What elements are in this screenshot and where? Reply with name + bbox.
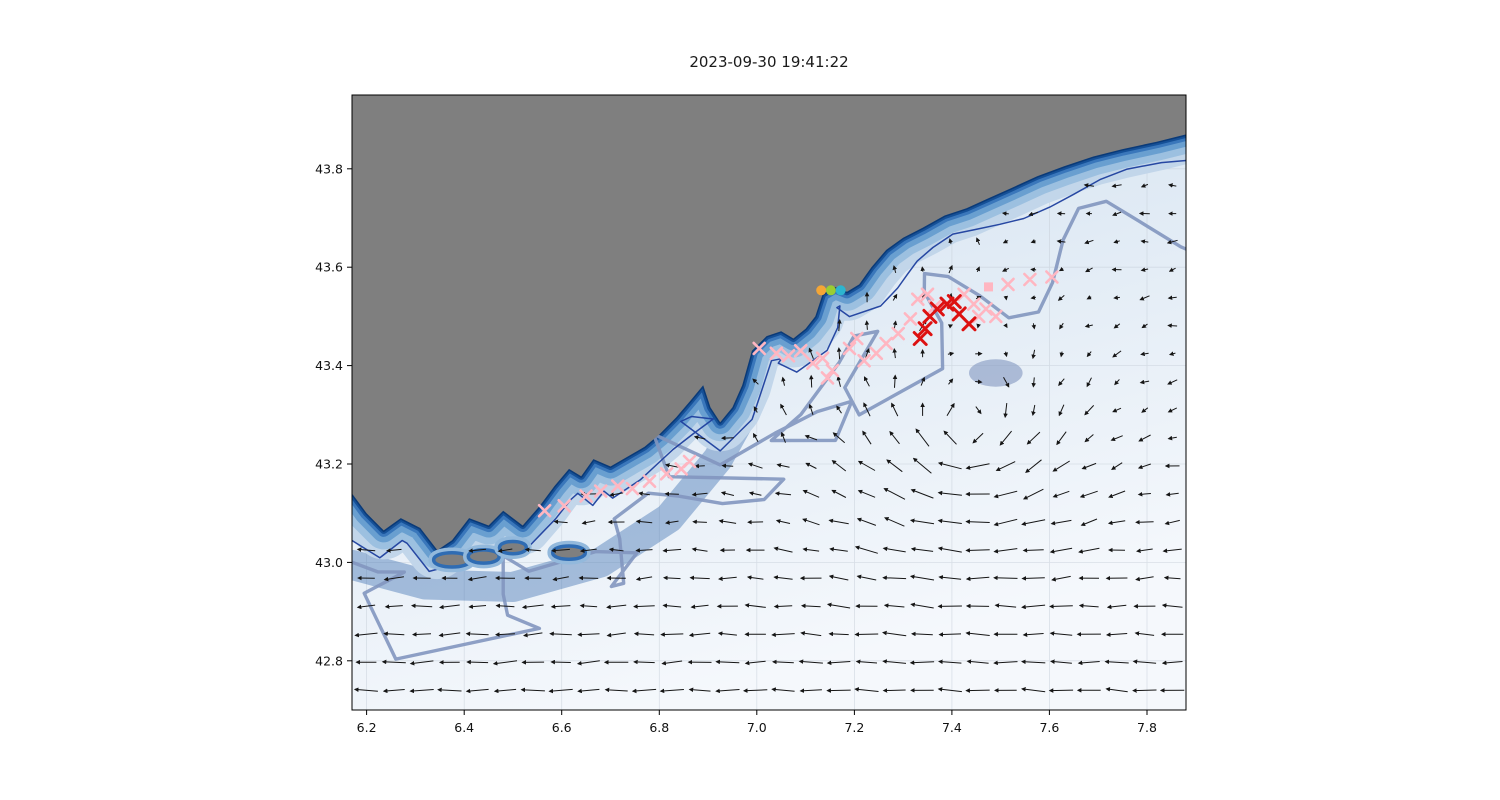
x-tick-label: 7.0 <box>747 720 767 735</box>
western-shelf-band <box>352 399 758 602</box>
chart-title: 2023-09-30 19:41:22 <box>689 53 848 71</box>
y-tick-label: 43.6 <box>315 260 343 275</box>
pink-x-markers <box>537 270 1059 518</box>
axes-layer: 6.2 6.4 6.6 6.8 7.0 7.2 7.4 7.6 7.8 42.8 43.0 43.2 4… <box>315 94 1187 735</box>
deep-water-patch <box>969 359 1023 387</box>
red-x-markers <box>912 294 977 346</box>
isobath-contour <box>352 199 1186 661</box>
x-tick-label: 7.8 <box>1137 720 1157 735</box>
y-tick-label: 42.8 <box>315 653 343 668</box>
x-tick-label: 7.6 <box>1039 720 1059 735</box>
x-tick-label: 6.8 <box>649 720 669 735</box>
x-tick-label: 6.6 <box>552 720 572 735</box>
y-tick-label: 43.0 <box>315 555 343 570</box>
x-tick-label: 7.2 <box>844 720 864 735</box>
release-point-dot <box>835 285 846 296</box>
x-tick-label: 6.4 <box>454 720 474 735</box>
y-tick-label: 43.8 <box>315 161 343 176</box>
release-point-dot <box>825 285 836 296</box>
y-tick-label: 43.2 <box>315 457 343 472</box>
release-point-dot <box>816 285 827 296</box>
islands <box>428 536 591 573</box>
map-layer <box>352 95 1186 710</box>
pink-square-marker <box>984 282 993 292</box>
x-tick-label: 6.2 <box>357 720 377 735</box>
y-tick-label: 43.4 <box>315 358 343 373</box>
x-tick-label: 7.4 <box>942 720 962 735</box>
plot-frame <box>351 94 1187 711</box>
land-mass <box>352 95 1186 551</box>
current-quiver-field <box>353 183 1185 694</box>
